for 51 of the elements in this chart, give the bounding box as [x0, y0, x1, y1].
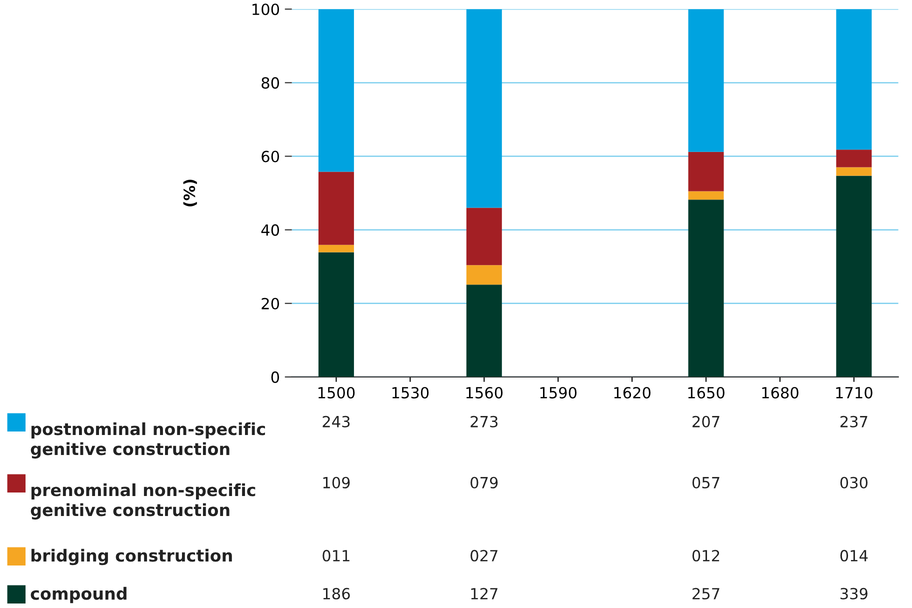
- legend-label: postnominal non-specific genitive construction: [30, 422, 265, 459]
- y-tick-label: 40: [261, 224, 280, 236]
- bar: [318, 9, 354, 172]
- bar: [836, 9, 872, 150]
- bar: [836, 176, 872, 377]
- bar: [466, 9, 502, 208]
- bar: [466, 265, 502, 285]
- y-tick-label: 80: [262, 77, 280, 89]
- bar: [466, 284, 502, 377]
- text: 257: [692, 588, 720, 600]
- bar: [836, 167, 872, 176]
- text: 057: [692, 476, 720, 488]
- text: 012: [692, 550, 720, 562]
- legend-label: prenominal non-specific genitive construction: [30, 483, 256, 520]
- x-tick-label: 1500: [318, 386, 355, 399]
- text: 014: [840, 550, 868, 562]
- text: 027: [470, 550, 498, 562]
- text: 237: [840, 416, 868, 428]
- bar: [688, 191, 724, 200]
- text: 127: [471, 588, 498, 600]
- x-tick-label: 1620: [614, 386, 650, 399]
- text: 243: [322, 416, 350, 428]
- text: 273: [470, 416, 498, 428]
- text: 186: [323, 588, 350, 600]
- text: 339: [840, 588, 868, 600]
- x-tick-label: 1650: [688, 386, 724, 399]
- y-tick-label: 0: [271, 371, 280, 383]
- bar: [318, 172, 354, 245]
- text: 011: [322, 550, 350, 562]
- bar: [688, 200, 724, 377]
- y-axis-title: (%): [183, 180, 197, 206]
- bar: [836, 150, 872, 168]
- y-tick-label: 20: [262, 298, 280, 310]
- x-tick-label: 1590: [540, 386, 577, 399]
- y-tick-label: 100: [252, 4, 280, 16]
- text: 030: [840, 476, 868, 488]
- bar: [318, 252, 354, 377]
- text: 079: [470, 476, 498, 488]
- legend-label: bridging construction: [31, 548, 232, 566]
- x-tick-label: 1560: [466, 386, 503, 399]
- x-tick-label: 1710: [836, 386, 872, 399]
- legend-label: compound: [30, 586, 126, 604]
- bar: [688, 9, 724, 152]
- x-tick-label: 1530: [392, 386, 429, 399]
- bar: [688, 152, 724, 192]
- y-tick-label: 60: [262, 150, 280, 162]
- x-tick-label: 1680: [762, 386, 798, 399]
- text: 207: [692, 416, 720, 428]
- bar: [318, 244, 354, 252]
- text: 109: [323, 476, 350, 488]
- bar: [466, 208, 502, 266]
